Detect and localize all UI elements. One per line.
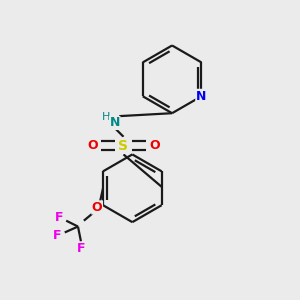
Text: S: S	[118, 139, 128, 153]
Text: H: H	[102, 112, 110, 122]
Text: O: O	[87, 139, 98, 152]
Text: F: F	[77, 242, 85, 255]
Text: N: N	[110, 116, 120, 129]
Text: O: O	[149, 139, 160, 152]
Text: O: O	[92, 201, 102, 214]
Text: F: F	[53, 229, 61, 242]
Text: N: N	[196, 90, 207, 103]
Text: F: F	[55, 211, 63, 224]
